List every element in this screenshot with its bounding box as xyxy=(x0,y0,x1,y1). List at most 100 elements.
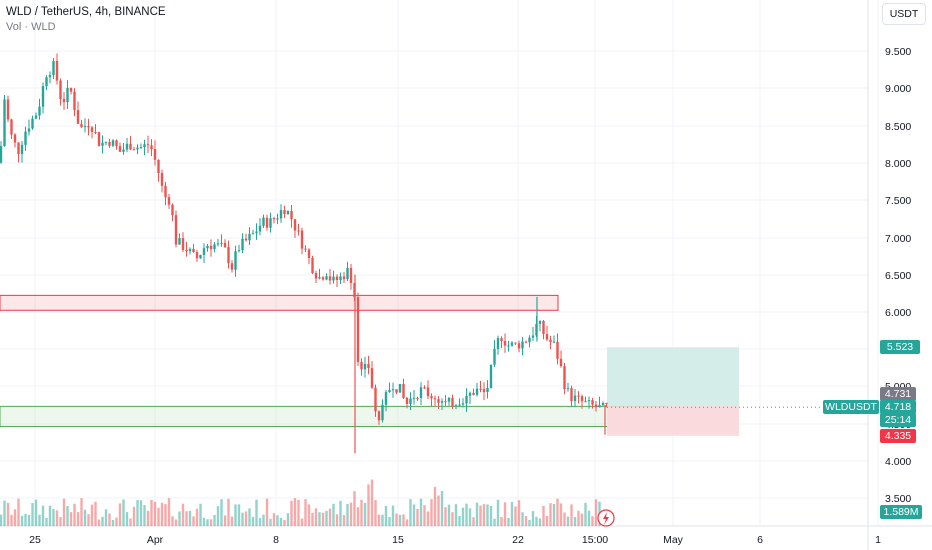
candle-body xyxy=(584,401,587,403)
candle-body xyxy=(125,143,129,150)
volume-bar xyxy=(587,510,591,526)
candle-body xyxy=(594,404,598,408)
volume-bar xyxy=(300,518,304,526)
resistance-zone[interactable] xyxy=(0,294,559,311)
candle-body xyxy=(398,384,402,393)
volume-bar xyxy=(283,519,286,526)
candle-body xyxy=(213,244,216,250)
candle-body xyxy=(451,397,454,407)
candle-body xyxy=(17,142,20,155)
candle-body xyxy=(209,245,213,250)
candle-body xyxy=(38,106,41,116)
volume-bar xyxy=(489,505,493,526)
candle-body xyxy=(188,248,192,252)
candle-body xyxy=(430,396,433,399)
candle-body xyxy=(237,250,241,252)
candle-body xyxy=(136,147,139,150)
candle-body xyxy=(468,392,472,396)
candle-body xyxy=(587,400,591,402)
candle-body xyxy=(444,401,447,403)
volume-bar xyxy=(573,517,577,526)
volume-bar xyxy=(293,498,297,526)
candle-body xyxy=(97,132,101,146)
candle-body xyxy=(580,396,584,402)
volume-bar xyxy=(321,512,325,526)
volume-bar xyxy=(325,510,328,526)
volume-bar xyxy=(524,516,528,526)
candle-body xyxy=(262,217,265,226)
volume-bar xyxy=(433,486,437,526)
candle-body xyxy=(482,389,486,393)
volume-bar xyxy=(468,508,472,526)
candle-body xyxy=(556,341,559,359)
candle-body xyxy=(573,395,577,402)
volume-bar xyxy=(381,514,384,526)
volume-bar xyxy=(188,510,192,526)
support-zone[interactable] xyxy=(0,405,667,427)
candle-body xyxy=(24,131,27,145)
candle-body xyxy=(307,249,311,258)
candle-body xyxy=(447,397,451,402)
volume-bar xyxy=(262,514,265,526)
volume-bar xyxy=(447,504,451,526)
volume-bar xyxy=(577,510,580,526)
position-profit-area[interactable] xyxy=(607,347,739,407)
candle-body xyxy=(318,277,321,279)
volume-bar xyxy=(538,518,542,526)
candle-body xyxy=(591,400,594,405)
volume-bar xyxy=(139,500,143,526)
candle-body xyxy=(230,263,234,270)
candle-body xyxy=(27,128,31,132)
candle-body xyxy=(479,388,482,390)
candle-body xyxy=(458,404,461,406)
stop-price-label: 4.335 xyxy=(880,429,916,443)
volume-bar xyxy=(13,509,17,526)
volume-bar xyxy=(591,516,594,526)
volume-value-label: 1.589M xyxy=(880,505,922,519)
symbol-title[interactable]: WLD / TetherUS, 4h, BINANCE xyxy=(6,6,166,18)
volume-bar xyxy=(209,519,213,526)
position-loss-area[interactable] xyxy=(607,406,739,436)
volume-bar xyxy=(24,513,27,526)
candle-body xyxy=(248,233,251,241)
x-tick-label: May xyxy=(663,534,684,546)
candle-body xyxy=(94,131,97,133)
volume-bar xyxy=(125,512,129,526)
volume-bar xyxy=(556,498,559,526)
lightning-icon-glyph xyxy=(603,512,609,525)
candle-body xyxy=(0,146,3,163)
candle-body xyxy=(139,147,143,149)
volume-bar xyxy=(475,502,479,526)
candle-body xyxy=(363,363,367,370)
volume-bar xyxy=(167,498,171,526)
candle-body xyxy=(59,80,62,99)
volume-bar xyxy=(73,503,76,526)
currency-button[interactable]: USDT xyxy=(882,3,926,25)
volume-bar xyxy=(566,516,570,526)
candle-body xyxy=(552,341,556,343)
candle-body xyxy=(563,366,566,390)
volume-bar xyxy=(419,498,423,526)
y-tick-label: 9.000 xyxy=(885,83,911,95)
volume-bar xyxy=(426,511,430,526)
candle-body xyxy=(286,210,290,215)
candle-body xyxy=(493,348,496,365)
candle-body xyxy=(339,276,342,281)
candle-body xyxy=(426,387,430,397)
volume-bar xyxy=(297,499,300,526)
time-axis[interactable]: 25 Apr 8 15 22 15:00 May 6 1 xyxy=(29,534,881,546)
candle-body xyxy=(472,392,475,395)
volume-bar xyxy=(412,504,416,526)
volume-bar xyxy=(20,515,24,526)
volume-bar xyxy=(27,514,31,526)
candle-body xyxy=(510,342,514,346)
volume-bar xyxy=(206,519,209,526)
volume-bar xyxy=(174,519,178,526)
candle-body xyxy=(174,215,178,245)
volume-bar xyxy=(230,516,234,526)
volume-bar xyxy=(531,511,535,526)
drawing-zones[interactable] xyxy=(0,294,739,436)
candle-body xyxy=(500,338,503,342)
candle-body xyxy=(475,388,479,395)
